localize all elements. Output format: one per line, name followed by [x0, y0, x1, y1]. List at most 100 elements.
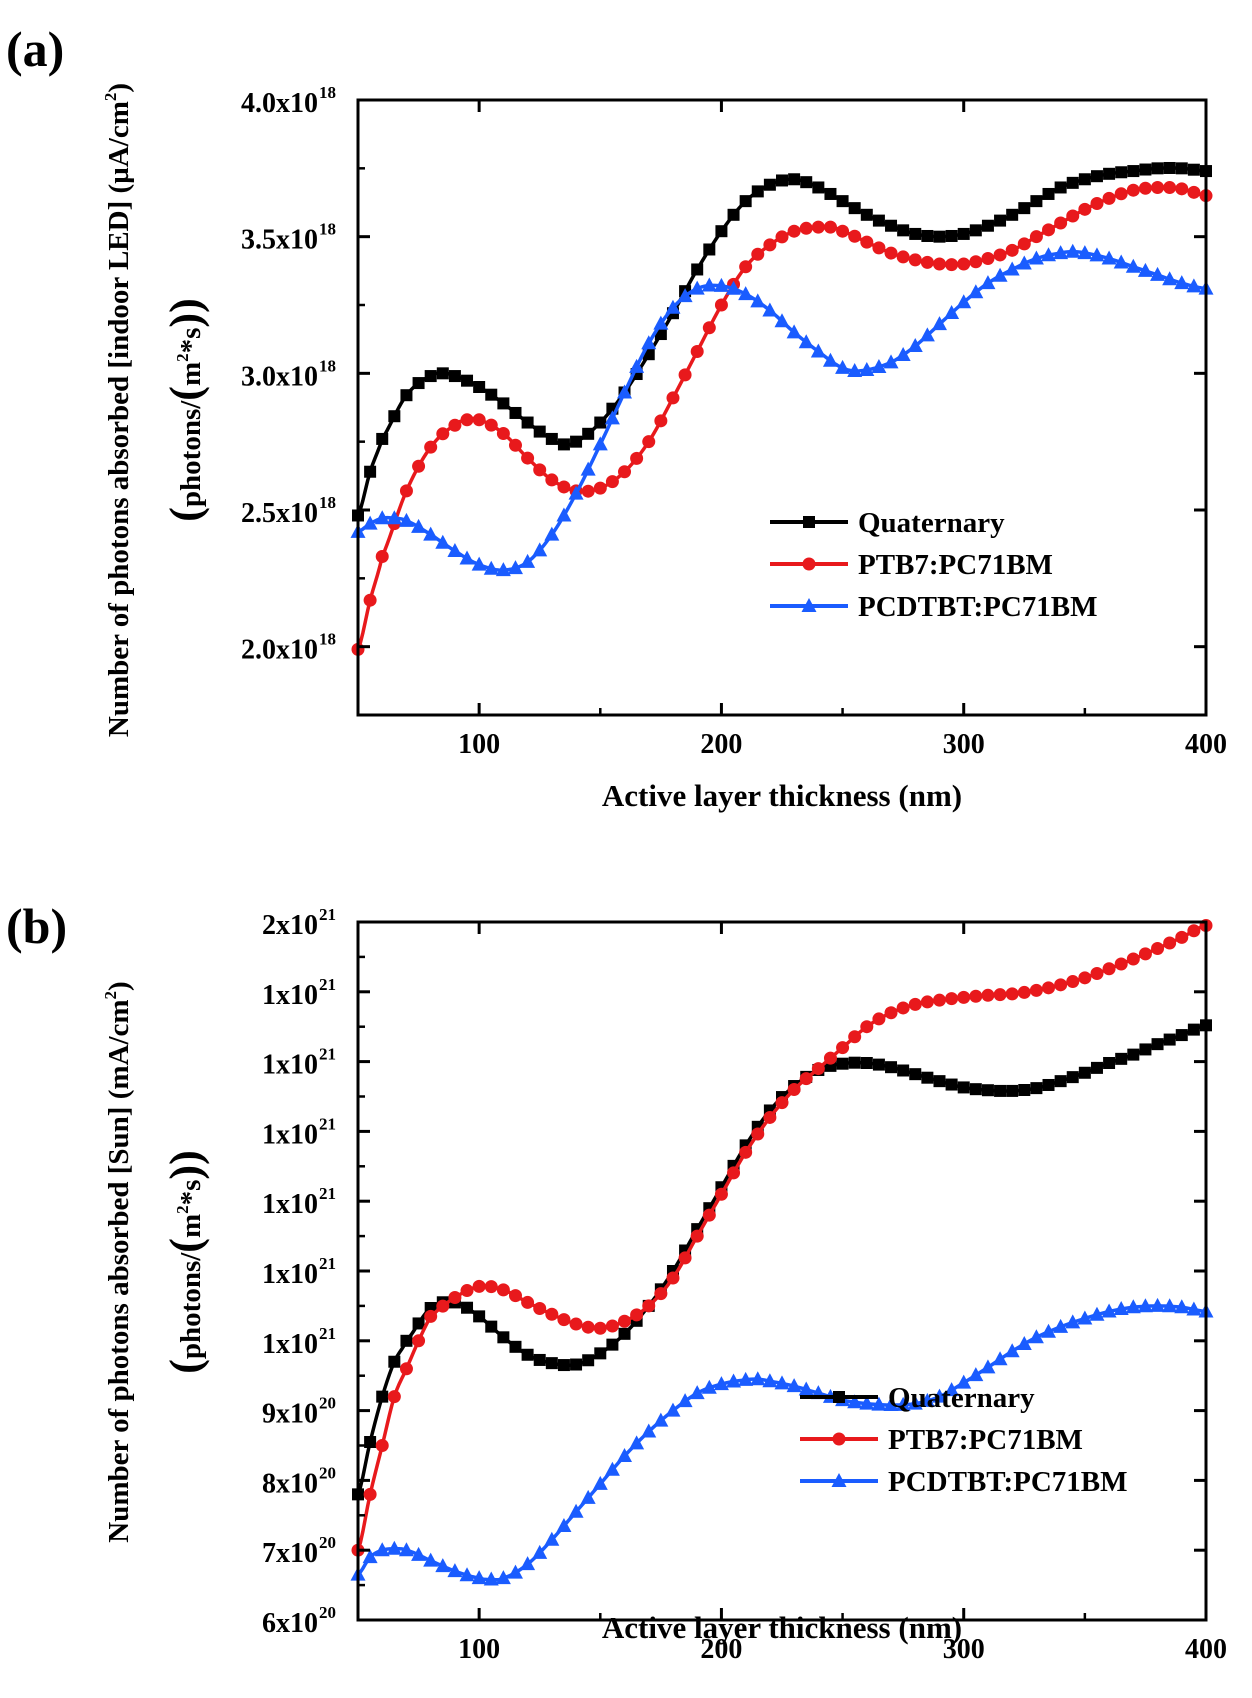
data-point [751, 1127, 765, 1141]
data-point [533, 425, 546, 438]
data-point [1065, 243, 1081, 258]
data-point [508, 438, 522, 452]
data-point [617, 1447, 633, 1462]
data-point [871, 1396, 887, 1411]
data-point [642, 435, 656, 449]
data-point [919, 327, 935, 342]
data-point [436, 1299, 450, 1313]
y-tick-exponent: 18 [319, 220, 336, 239]
data-point [798, 1381, 814, 1396]
panel-b-plot-frame [356, 920, 1208, 1622]
data-point [436, 427, 450, 441]
data-point [507, 560, 523, 575]
data-point [374, 1542, 390, 1557]
data-point [823, 1051, 837, 1065]
data-point [788, 173, 801, 186]
legend-label: PTB7:PC71BM [858, 549, 1053, 581]
y-tick-exponent: 21 [319, 1324, 336, 1343]
data-point [738, 1371, 754, 1386]
data-point [1187, 1023, 1200, 1036]
data-point [835, 359, 851, 374]
data-point [1078, 1066, 1091, 1079]
data-point [1139, 163, 1152, 176]
data-point [436, 367, 449, 380]
data-point [1187, 163, 1200, 176]
data-point [1175, 1029, 1188, 1042]
data-point [641, 335, 657, 350]
data-point [509, 406, 522, 419]
data-point [933, 1075, 946, 1088]
data-point [1174, 1299, 1190, 1314]
data-point [485, 1320, 498, 1333]
data-point [484, 418, 498, 432]
data-point [677, 1393, 693, 1408]
data-point [1018, 1083, 1031, 1096]
legend-marker [831, 1473, 847, 1487]
data-point [447, 1563, 463, 1578]
data-point [713, 1376, 729, 1391]
data-point [423, 526, 439, 541]
data-point [606, 1338, 619, 1351]
x-tick-label: 300 [943, 1634, 985, 1665]
data-point [751, 247, 765, 261]
data-point [592, 436, 608, 451]
data-point [654, 1287, 668, 1301]
data-point [944, 305, 960, 320]
data-point [957, 227, 970, 240]
data-point [957, 1081, 970, 1094]
data-point [957, 990, 971, 1004]
data-point [703, 243, 716, 256]
data-point [944, 1382, 960, 1397]
data-point [399, 1362, 413, 1376]
y-tick-label: 1x10 [262, 980, 318, 1011]
panel-b-unit-text: photons/ [175, 1252, 207, 1359]
data-point [836, 195, 849, 208]
data-point [859, 1395, 875, 1410]
data-point [1089, 1306, 1105, 1321]
data-point [521, 1348, 534, 1361]
data-point [1139, 1043, 1152, 1056]
y-tick-exponent: 21 [319, 1254, 336, 1273]
panel-a-ylabel-main: Number of photons absorbed [indoor LED] … [103, 101, 135, 737]
x-tick-label: 400 [1185, 729, 1227, 760]
data-point [471, 556, 487, 571]
panel-b-unit-sup: 2 [173, 1205, 192, 1214]
data-point [897, 1064, 910, 1077]
data-point [812, 181, 825, 194]
y-tick-label: 3.0x10 [241, 361, 318, 392]
data-point [1066, 1071, 1079, 1084]
data-point [727, 208, 740, 221]
data-point [557, 1313, 571, 1327]
data-point [969, 255, 983, 269]
data-point [1138, 181, 1152, 195]
data-point [665, 1402, 681, 1417]
data-point [799, 221, 813, 235]
data-point [447, 543, 463, 557]
data-point [412, 459, 426, 473]
data-point [423, 1552, 439, 1567]
data-point [471, 1570, 487, 1585]
data-point [411, 518, 427, 533]
data-point [1127, 1048, 1140, 1061]
panel-b-unit-open: ( [161, 1359, 210, 1374]
data-point [1163, 1033, 1176, 1046]
x-tick-label: 200 [700, 1634, 742, 1665]
data-point [533, 463, 547, 477]
data-point [726, 280, 742, 295]
data-point [532, 542, 548, 557]
data-point [799, 1072, 813, 1086]
data-point [981, 1084, 994, 1097]
data-point [1089, 247, 1105, 262]
data-point [957, 257, 971, 271]
data-point [497, 397, 510, 410]
data-point [1163, 936, 1177, 950]
x-tick-label: 100 [458, 729, 500, 760]
data-point [920, 995, 934, 1009]
data-point [412, 1317, 425, 1330]
y-tick-label: 1x10 [262, 1329, 318, 1360]
data-point [581, 1320, 595, 1334]
x-tick-label: 200 [700, 729, 742, 760]
data-point [811, 220, 825, 234]
data-point [1078, 971, 1092, 985]
y-tick-exponent: 21 [319, 1184, 336, 1203]
